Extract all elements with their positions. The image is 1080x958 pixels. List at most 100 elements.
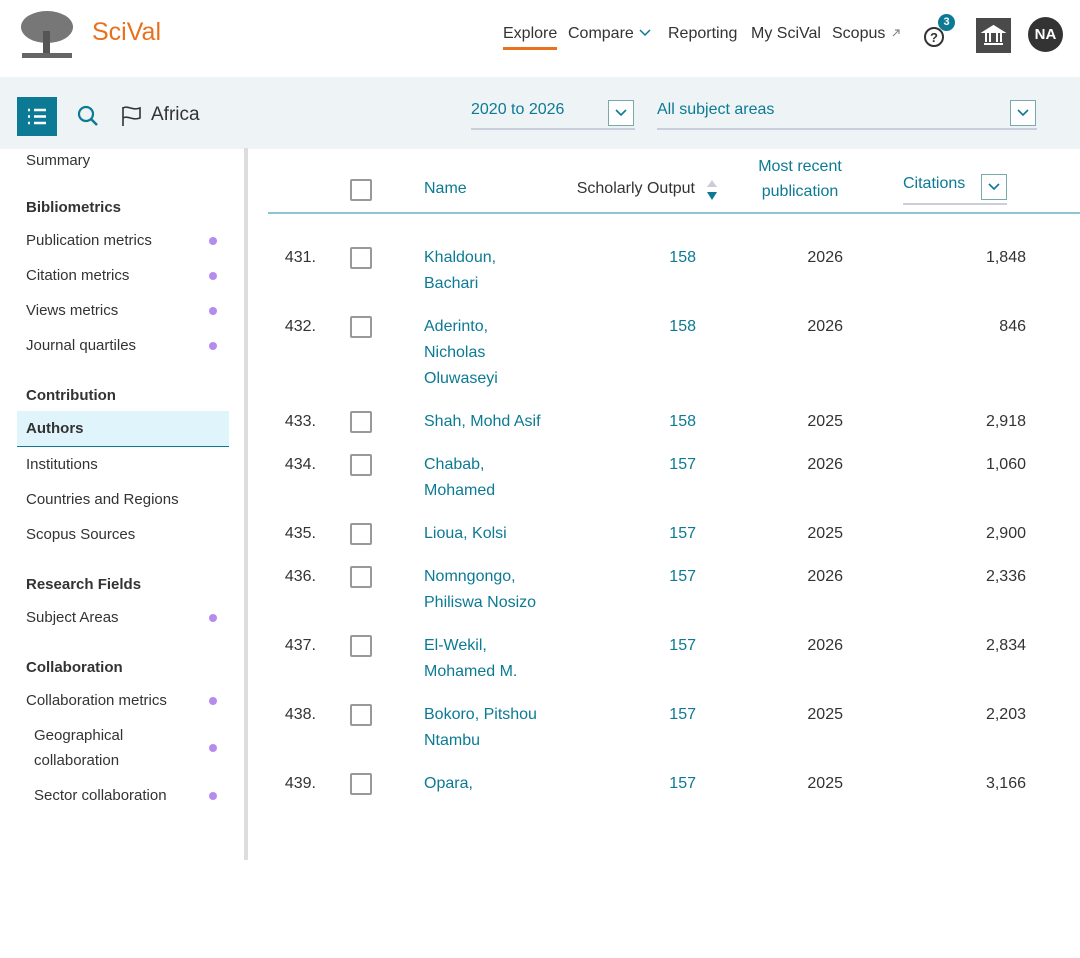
rank: 435. <box>284 525 316 542</box>
author-name[interactable]: Nomngongo, Philiswa Nosizo <box>424 564 554 616</box>
item-label: Authors <box>26 420 84 437</box>
search-icon[interactable] <box>76 104 100 128</box>
scholarly-output[interactable]: 157 <box>669 568 696 585</box>
nav-myscival[interactable]: My SciVal <box>751 25 821 42</box>
citations: 2,834 <box>985 637 1026 654</box>
status-dot <box>209 744 217 752</box>
recent-year: 2026 <box>807 249 843 266</box>
institution-icon[interactable] <box>976 18 1011 53</box>
svg-text:?: ? <box>930 30 938 45</box>
rank: 433. <box>284 413 316 430</box>
author-name[interactable]: Aderinto, Nicholas Oluwaseyi <box>424 314 554 392</box>
sidebar-item[interactable]: Sector collaboration <box>0 778 244 813</box>
sidebar-item[interactable]: Citation metrics <box>0 258 244 293</box>
help-icon[interactable]: ? <box>922 24 948 50</box>
item-label: Collaboration metrics <box>26 692 167 709</box>
recent-year: 2025 <box>807 413 843 430</box>
subject-select[interactable]: All subject areas <box>657 99 1037 130</box>
name-line: Shah, Mohd Asif <box>424 413 541 430</box>
nav-reporting[interactable]: Reporting <box>668 25 738 42</box>
scholarly-output[interactable]: 158 <box>669 413 696 430</box>
recent-year: 2026 <box>807 568 843 585</box>
col-name[interactable]: Name <box>424 180 467 197</box>
scholarly-output[interactable]: 157 <box>669 525 696 542</box>
item-label: Countries and Regions <box>26 491 179 508</box>
sidebar-item[interactable]: Subject Areas <box>0 600 244 635</box>
nav-compare[interactable]: Compare <box>568 25 652 43</box>
author-name[interactable]: Opara, <box>424 771 554 797</box>
citations-select[interactable]: Citations <box>903 172 1007 205</box>
brand[interactable]: SciVal <box>92 18 162 46</box>
dropdown-button <box>1010 100 1036 126</box>
item-label: Citation metrics <box>26 267 130 284</box>
col-output[interactable]: Scholarly Output <box>576 180 695 197</box>
row-checkbox[interactable] <box>350 523 372 545</box>
rank: 431. <box>284 249 316 266</box>
active-underline <box>503 47 558 50</box>
row-checkbox[interactable] <box>350 704 372 726</box>
sidebar-item[interactable]: Journal quartiles <box>0 328 244 363</box>
name-line: Oluwaseyi <box>424 370 498 387</box>
sort-icon[interactable] <box>706 178 718 202</box>
toolbar: Africa 2020 to 2026 All subject areas <box>0 77 1080 149</box>
row-checkbox[interactable] <box>350 566 372 588</box>
status-dot <box>209 306 217 315</box>
checkbox-cell <box>350 452 372 504</box>
author-name[interactable]: El-Wekil, Mohamed M. <box>424 633 554 685</box>
sidebar-item[interactable]: Views metrics <box>0 293 244 328</box>
select-all-checkbox[interactable] <box>350 179 372 201</box>
nav-explore[interactable]: Explore <box>503 25 558 50</box>
sidebar-item[interactable]: Collaboration metrics <box>0 683 244 718</box>
help-badge: 3 <box>938 14 955 31</box>
scholarly-output[interactable]: 157 <box>669 706 696 723</box>
dropdown-button <box>608 100 634 126</box>
author-name[interactable]: Bokoro, Pitshou Ntambu <box>424 702 554 754</box>
scholarly-output[interactable]: 157 <box>669 775 696 792</box>
row-checkbox[interactable] <box>350 247 372 269</box>
row-checkbox[interactable] <box>350 635 372 657</box>
nav-label: Explore <box>503 25 558 42</box>
author-name[interactable]: Chabab, Mohamed <box>424 452 554 504</box>
year-select[interactable]: 2020 to 2026 <box>471 99 635 130</box>
item-label: Scopus Sources <box>26 526 136 543</box>
scholarly-output[interactable]: 158 <box>669 249 696 266</box>
sidebar-item[interactable]: Scopus Sources <box>0 517 244 552</box>
item-label: Subject Areas <box>26 609 119 626</box>
sidebar: Summary Bibliometrics Publication metrics C… <box>0 148 248 860</box>
panel-toggle[interactable] <box>17 97 57 136</box>
sidebar-item[interactable]: Institutions <box>0 447 244 482</box>
status-dot <box>209 271 217 280</box>
item-label: Views metrics <box>26 302 119 319</box>
scholarly-output[interactable]: 158 <box>669 318 696 335</box>
row-checkbox[interactable] <box>350 316 372 338</box>
author-name[interactable]: Lioua, Kolsi <box>424 521 554 547</box>
avatar[interactable]: NA <box>1028 17 1063 52</box>
row-checkbox[interactable] <box>350 773 372 795</box>
row-checkbox[interactable] <box>350 411 372 433</box>
name-line: Philiswa Nosizo <box>424 594 537 611</box>
entity-name: Africa <box>151 104 200 125</box>
sidebar-item[interactable]: Geographical collaboration <box>0 718 244 778</box>
subject-label: All subject areas <box>657 101 775 118</box>
scholarly-output[interactable]: 157 <box>669 637 696 654</box>
author-name[interactable]: Khaldoun, Bachari <box>424 245 554 297</box>
status-dot <box>209 696 217 705</box>
sidebar-item[interactable]: Summary <box>26 152 91 169</box>
table-row: 437. El-Wekil, Mohamed M. 157 2026 2,834 <box>268 633 1080 702</box>
recent-year: 2025 <box>807 775 843 792</box>
sidebar-item[interactable]: Countries and Regions <box>0 482 244 517</box>
sidebar-item[interactable]: Authors <box>17 411 229 447</box>
citations: 846 <box>999 318 1026 335</box>
section-heading: Bibliometrics <box>26 199 122 216</box>
top-bar: SciVal Explore Compare Reporting My SciV… <box>0 0 1080 77</box>
status-dot <box>209 791 217 800</box>
sidebar-item[interactable]: Publication metrics <box>0 223 244 258</box>
table-row: 433. Shah, Mohd Asif 158 2025 2,918 <box>268 409 1080 452</box>
scholarly-output[interactable]: 157 <box>669 456 696 473</box>
name-line: Aderinto, <box>424 318 489 335</box>
col-recent[interactable]: Most recent publication <box>758 158 842 200</box>
author-name[interactable]: Shah, Mohd Asif <box>424 409 554 435</box>
nav-scopus[interactable]: Scopus <box>832 25 902 43</box>
row-checkbox[interactable] <box>350 454 372 476</box>
table-row: 431. Khaldoun, Bachari 158 2026 1,848 <box>268 245 1080 314</box>
